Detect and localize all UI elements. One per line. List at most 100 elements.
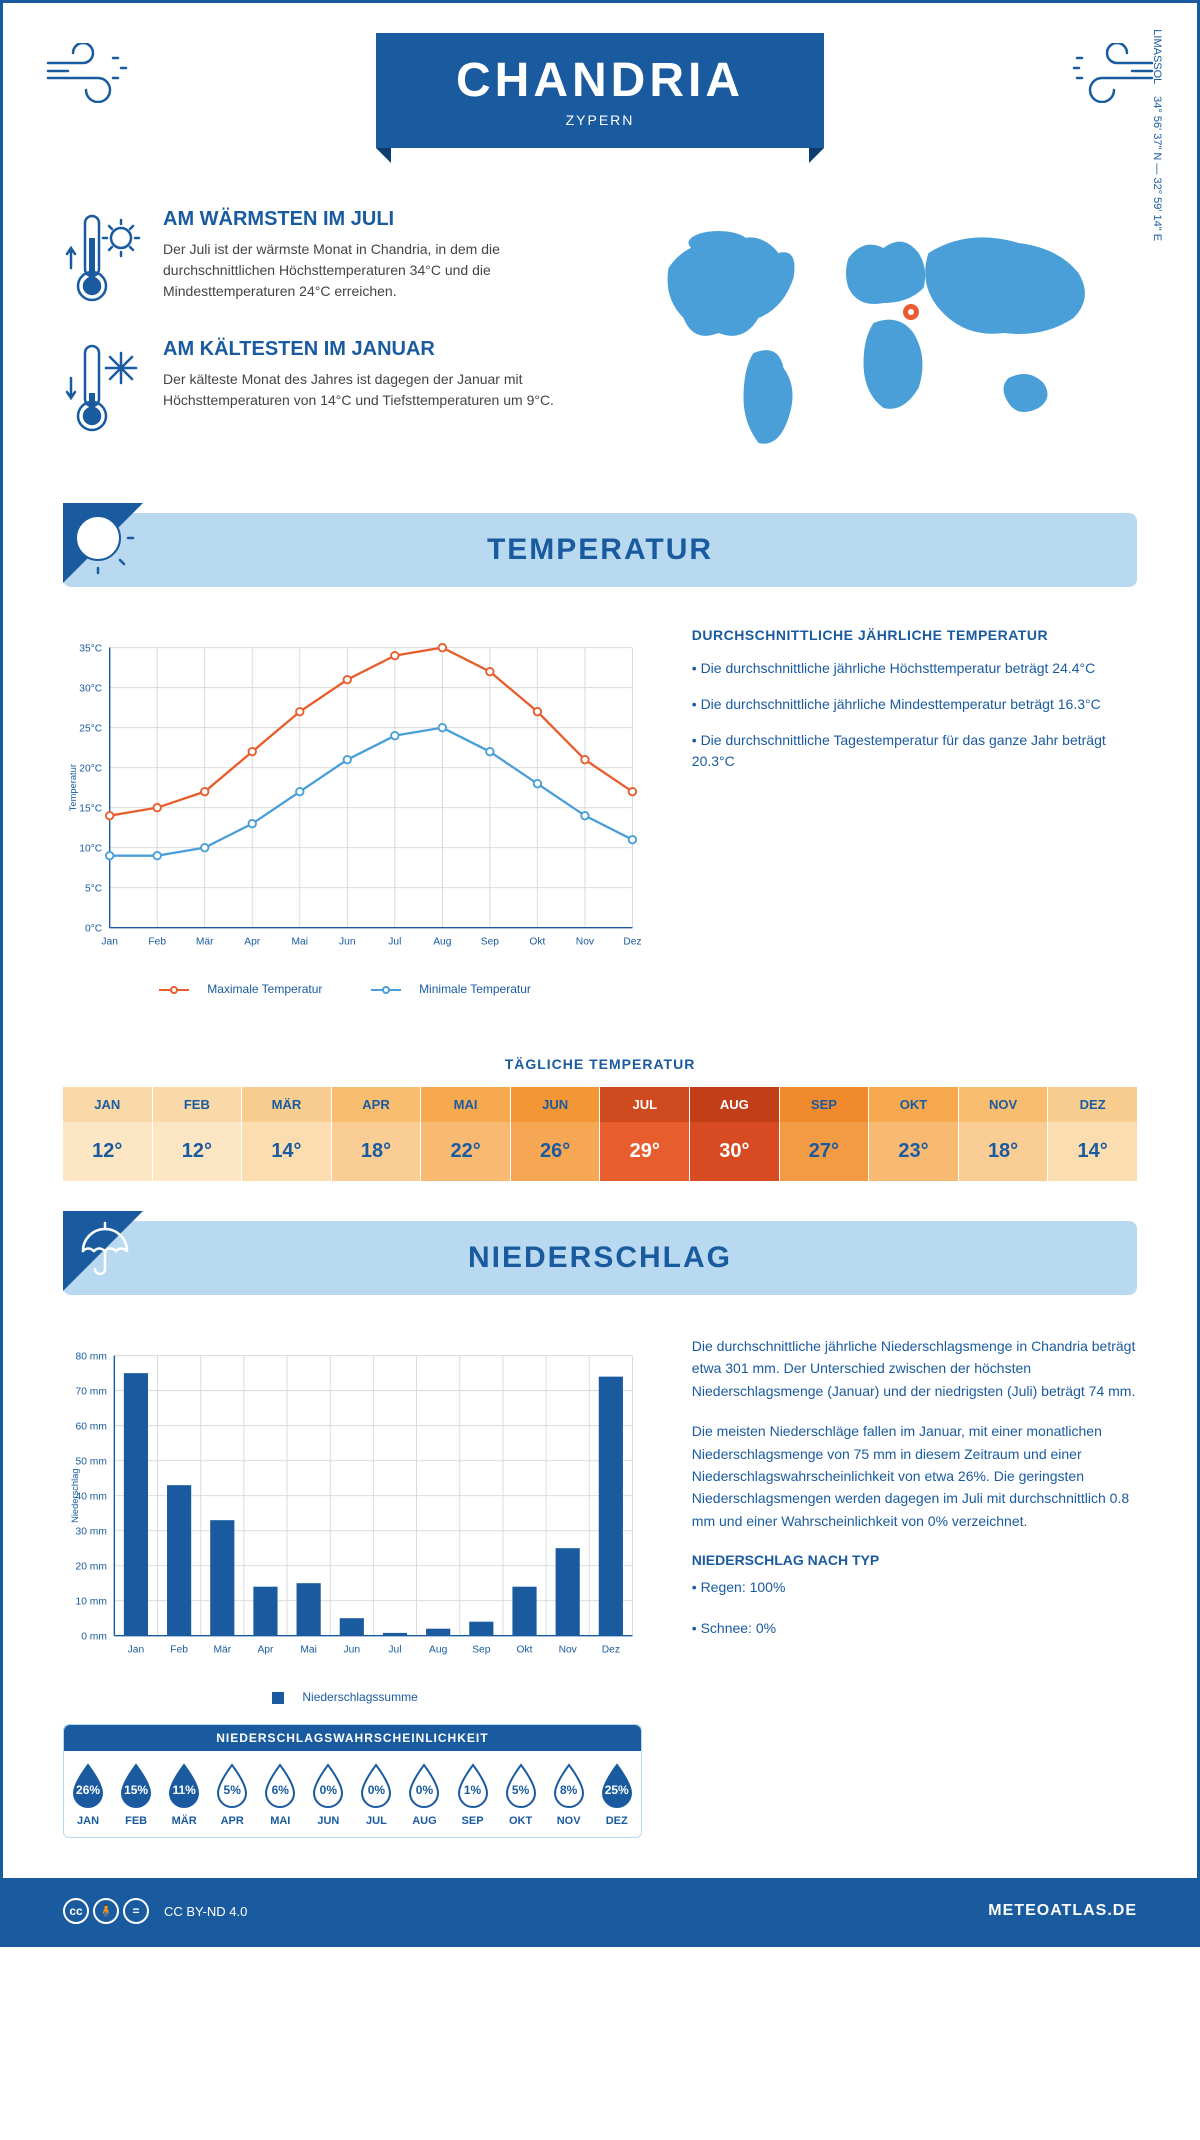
svg-text:Aug: Aug <box>429 1644 448 1655</box>
svg-text:Dez: Dez <box>602 1644 620 1655</box>
prob-cell: 1%SEP <box>449 1751 497 1837</box>
svg-text:30°C: 30°C <box>79 683 103 694</box>
svg-text:Aug: Aug <box>433 936 452 947</box>
daily-temp-title: TÄGLICHE TEMPERATUR <box>3 1056 1197 1072</box>
page: CHANDRIA ZYPERN AM W <box>0 0 1200 1947</box>
svg-text:Jul: Jul <box>388 936 401 947</box>
country-name: ZYPERN <box>456 112 744 128</box>
by-icon: 🧍 <box>93 1898 119 1924</box>
temp-legend: Maximale Temperatur Minimale Temperatur <box>63 982 642 996</box>
month-cell: OKT23° <box>869 1087 959 1181</box>
svg-text:Nov: Nov <box>559 1644 578 1655</box>
umbrella-icon <box>63 1211 143 1291</box>
precip-type-title: NIEDERSCHLAG NACH TYP <box>692 1552 1137 1568</box>
prob-cell: 15%FEB <box>112 1751 160 1837</box>
prob-cell: 6%MAI <box>256 1751 304 1837</box>
svg-text:Feb: Feb <box>148 936 166 947</box>
license-text: CC BY-ND 4.0 <box>164 1904 247 1919</box>
footer: cc 🧍 = CC BY-ND 4.0 METEOATLAS.DE <box>3 1878 1197 1944</box>
warm-text: Der Juli ist der wärmste Monat in Chandr… <box>163 239 580 302</box>
temp-side-title: DURCHSCHNITTLICHE JÄHRLICHE TEMPERATUR <box>692 627 1137 643</box>
svg-text:Feb: Feb <box>170 1644 188 1655</box>
sun-icon <box>63 503 143 583</box>
svg-text:50 mm: 50 mm <box>76 1456 107 1467</box>
svg-text:30 mm: 30 mm <box>76 1526 107 1537</box>
svg-text:60 mm: 60 mm <box>76 1421 107 1432</box>
nd-icon: = <box>123 1898 149 1924</box>
svg-text:20 mm: 20 mm <box>76 1561 107 1572</box>
prob-cell: 25%DEZ <box>593 1751 641 1837</box>
prob-cell: 5%OKT <box>497 1751 545 1837</box>
svg-text:Nov: Nov <box>576 936 595 947</box>
precip-title: NIEDERSCHLAG <box>63 1241 1137 1275</box>
temp-title: TEMPERATUR <box>63 533 1137 567</box>
thermometer-hot-icon <box>63 208 143 308</box>
warm-title: AM WÄRMSTEN IM JULI <box>163 208 580 231</box>
title-banner: CHANDRIA ZYPERN <box>376 33 824 148</box>
month-cell: SEP27° <box>780 1087 870 1181</box>
svg-text:10°C: 10°C <box>79 843 103 854</box>
svg-text:Jan: Jan <box>128 1644 145 1655</box>
world-map <box>620 208 1137 468</box>
city-name: CHANDRIA <box>456 53 744 108</box>
svg-text:Jan: Jan <box>101 936 118 947</box>
month-cell: MÄR14° <box>242 1087 332 1181</box>
svg-text:Mär: Mär <box>213 1644 231 1655</box>
precip-para: Die meisten Niederschläge fallen im Janu… <box>692 1420 1137 1532</box>
prob-cell: 5%APR <box>208 1751 256 1837</box>
svg-text:Temperatur: Temperatur <box>68 764 78 811</box>
svg-text:15°C: 15°C <box>79 803 103 814</box>
temperature-header: TEMPERATUR <box>63 513 1137 587</box>
precip-bar-chart: 0 mm 10 mm 20 mm 30 mm 40 mm 50 mm 60 mm 70 mm 8… <box>63 1335 642 1675</box>
prob-cell: 0%JUL <box>352 1751 400 1837</box>
svg-text:Jun: Jun <box>339 936 356 947</box>
svg-text:25°C: 25°C <box>79 723 103 734</box>
cc-icon: cc <box>63 1898 89 1924</box>
prob-cell: 8%NOV <box>545 1751 593 1837</box>
month-cell: FEB12° <box>153 1087 243 1181</box>
svg-text:10 mm: 10 mm <box>76 1596 107 1607</box>
svg-text:Niederschlag: Niederschlag <box>70 1468 80 1522</box>
svg-text:Apr: Apr <box>244 936 261 947</box>
prob-box: NIEDERSCHLAGSWAHRSCHEINLICHKEIT 26%JAN15… <box>63 1724 642 1838</box>
svg-text:Sep: Sep <box>481 936 500 947</box>
thermometer-cold-icon <box>63 338 143 438</box>
svg-text:0°C: 0°C <box>85 923 103 934</box>
cold-fact: AM KÄLTESTEN IM JANUAR Der kälteste Mona… <box>63 338 580 438</box>
precip-body: 0 mm 10 mm 20 mm 30 mm 40 mm 50 mm 60 mm 70 mm 8… <box>3 1295 1197 1878</box>
precip-type-bullet: • Regen: 100% <box>692 1576 1137 1598</box>
svg-text:Jul: Jul <box>388 1644 401 1655</box>
prob-cell: 11%MÄR <box>160 1751 208 1837</box>
header: CHANDRIA ZYPERN <box>3 3 1197 168</box>
svg-text:20°C: 20°C <box>79 763 103 774</box>
prob-title: NIEDERSCHLAGSWAHRSCHEINLICHKEIT <box>64 1725 641 1751</box>
svg-text:80 mm: 80 mm <box>76 1351 107 1362</box>
month-cell: JUN26° <box>511 1087 601 1181</box>
temperature-body: 0°C5°C10°C15°C20°C25°C30°C35°CJanFebMärA… <box>3 587 1197 1036</box>
warm-fact: AM WÄRMSTEN IM JULI Der Juli ist der wär… <box>63 208 580 308</box>
svg-text:Dez: Dez <box>623 936 641 947</box>
precip-header: NIEDERSCHLAG <box>63 1221 1137 1295</box>
month-cell: JAN12° <box>63 1087 153 1181</box>
cold-title: AM KÄLTESTEN IM JANUAR <box>163 338 580 361</box>
month-cell: NOV18° <box>959 1087 1049 1181</box>
prob-cell: 0%AUG <box>400 1751 448 1837</box>
svg-text:Mai: Mai <box>300 1644 317 1655</box>
daily-temp-grid: JAN12°FEB12°MÄR14°APR18°MAI22°JUN26°JUL2… <box>63 1087 1137 1181</box>
svg-text:40 mm: 40 mm <box>76 1491 107 1502</box>
svg-text:5°C: 5°C <box>85 883 103 894</box>
svg-text:0 mm: 0 mm <box>81 1631 107 1642</box>
svg-text:Apr: Apr <box>257 1644 274 1655</box>
svg-text:Mär: Mär <box>196 936 214 947</box>
coordinates: LIMASSOL 34° 56' 37" N — 32° 59' 14" E <box>1151 29 1163 241</box>
temperature-line-chart: 0°C5°C10°C15°C20°C25°C30°C35°CJanFebMärA… <box>63 627 642 967</box>
svg-text:Mai: Mai <box>292 936 309 947</box>
month-cell: MAI22° <box>421 1087 511 1181</box>
wind-icon <box>43 43 133 103</box>
temp-bullet: • Die durchschnittliche jährliche Höchst… <box>692 658 1137 679</box>
svg-text:Sep: Sep <box>472 1644 491 1655</box>
temp-bullet: • Die durchschnittliche Tagestemperatur … <box>692 730 1137 772</box>
precip-para: Die durchschnittliche jährliche Niedersc… <box>692 1335 1137 1402</box>
month-cell: JUL29° <box>600 1087 690 1181</box>
svg-text:70 mm: 70 mm <box>76 1386 107 1397</box>
